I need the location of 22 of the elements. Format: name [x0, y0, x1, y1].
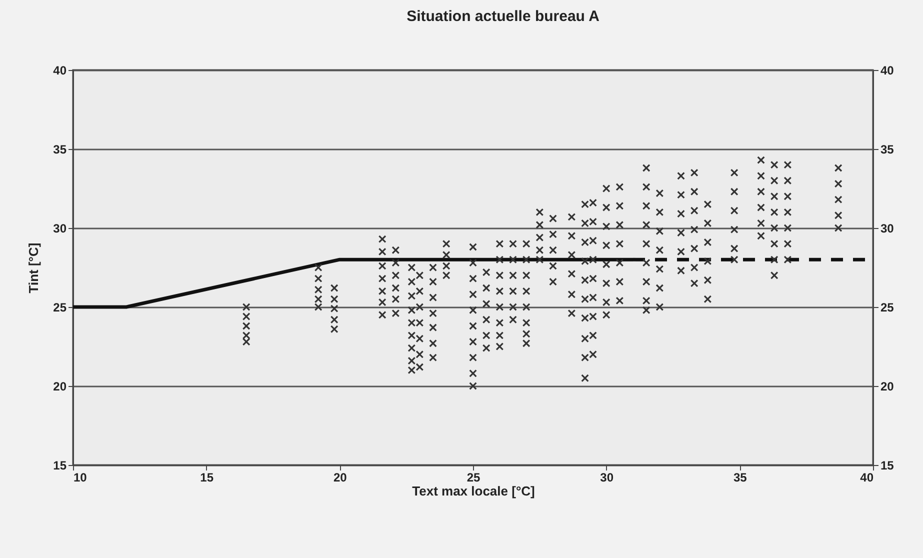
y2-tick-label: 40: [880, 64, 894, 78]
y2-tick-label: 15: [880, 458, 894, 472]
x-tick-label: 15: [200, 470, 214, 484]
y-tick-label: 15: [53, 458, 67, 472]
y2-tick-label: 20: [880, 380, 894, 394]
x-axis-title: Text max locale [°C]: [412, 484, 535, 498]
x-tick-label: 30: [600, 470, 614, 484]
y-tick-label: 25: [53, 300, 67, 314]
y-tick-label: 35: [53, 142, 67, 156]
y-tick-label: 30: [53, 222, 67, 236]
x-tick-label: 10: [74, 470, 88, 484]
chart-title: Situation actuelle bureau A: [406, 8, 600, 25]
y2-tick-label: 30: [880, 222, 894, 236]
x-tick-label: 35: [733, 470, 748, 484]
x-tick-label: 25: [466, 470, 480, 484]
y2-tick-label: 35: [880, 142, 894, 156]
y2-tick-label: 25: [880, 300, 894, 314]
x-tick-label: 40: [860, 470, 874, 484]
y-axis-title: Tint [°C]: [26, 242, 42, 294]
x-tick-label: 20: [333, 470, 348, 484]
y-tick-label: 20: [53, 380, 67, 394]
y-tick-label: 40: [53, 64, 67, 78]
